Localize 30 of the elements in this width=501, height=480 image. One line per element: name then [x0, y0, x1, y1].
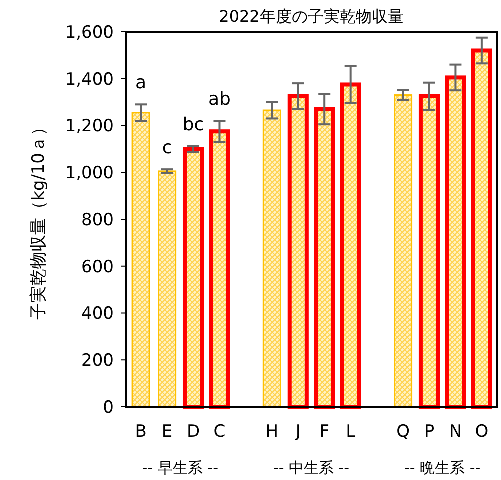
annotation: a	[136, 72, 147, 94]
x-tick-label: P	[424, 422, 435, 442]
y-axis-title: 子実乾物収量（kg/10ａ）	[29, 119, 49, 320]
text: -- 中生系 --	[273, 459, 350, 477]
x-tick-label: N	[449, 422, 462, 442]
x-tick-label: F	[320, 422, 330, 442]
x-tick-label: E	[162, 422, 173, 442]
y-tick-label: 0	[103, 398, 114, 418]
x-tick-label: H	[266, 422, 279, 442]
text: -- 早生系 --	[142, 459, 218, 477]
y-tick-label: 600	[82, 257, 114, 278]
x-tick-label: J	[294, 422, 301, 442]
x-tick-label: L	[346, 422, 356, 442]
annotation: c	[162, 138, 172, 159]
text: -- 晩生系 --	[404, 459, 481, 477]
chart-title: 2022年度の子実乾物収量	[219, 7, 404, 26]
y-tick-label: 400	[82, 304, 114, 324]
annotation: ab	[208, 89, 231, 110]
x-tick-label: C	[214, 422, 226, 442]
y-tick-label: 200	[82, 351, 114, 372]
y-tick-label: 800	[82, 210, 114, 230]
y-tick-label: 1,200	[65, 116, 114, 137]
y-tick-label: 1,400	[65, 70, 114, 90]
y-tick-label: 1,000	[65, 164, 114, 184]
y-tick-label: 1,600	[65, 22, 114, 43]
x-tick-label: Q	[396, 422, 410, 442]
x-tick-label: B	[135, 422, 147, 442]
annotation: bc	[182, 114, 204, 136]
x-tick-label: D	[186, 422, 200, 442]
x-tick-label: O	[475, 422, 489, 442]
